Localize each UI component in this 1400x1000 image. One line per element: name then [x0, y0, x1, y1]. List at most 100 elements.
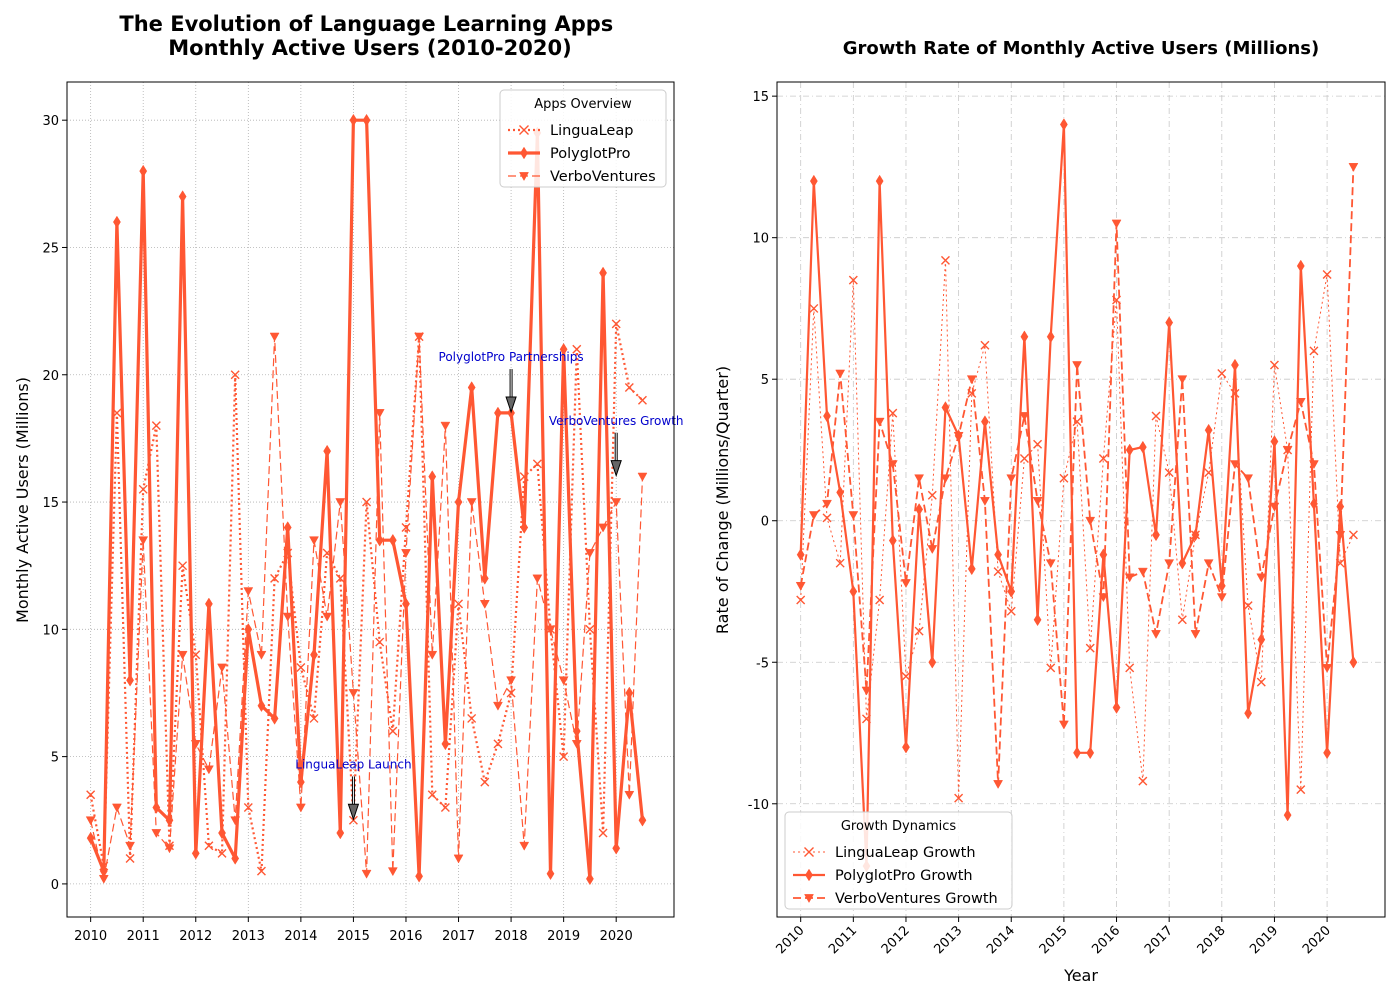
legend-label: LinguaLeap Growth — [835, 845, 976, 861]
data-point — [414, 332, 425, 342]
data-point — [927, 490, 937, 500]
data-point — [914, 626, 924, 636]
data-point — [874, 417, 885, 427]
axes-frame-users — [66, 81, 675, 918]
annotation-text: VerboVentures Growth — [549, 414, 684, 428]
data-point — [231, 852, 240, 865]
data-point — [1216, 593, 1227, 603]
data-point — [861, 686, 872, 696]
x-tick-label: 2012 — [879, 923, 913, 957]
data-point — [1243, 601, 1253, 611]
data-point — [401, 549, 411, 558]
data-point — [453, 854, 464, 864]
legend-marker — [520, 146, 528, 160]
data-point — [1230, 460, 1240, 470]
data-point — [230, 816, 241, 826]
data-point — [1138, 440, 1147, 454]
chart-title-users: The Evolution of Language Learning Apps … — [119, 12, 620, 60]
data-point — [888, 534, 897, 547]
legend-marker — [805, 868, 813, 882]
data-point — [849, 585, 858, 598]
x-tick-label: 2020 — [1300, 923, 1334, 957]
data-point — [283, 521, 292, 534]
data-point — [585, 624, 595, 634]
legend-label: LinguaLeap — [550, 123, 633, 139]
data-point — [914, 474, 925, 484]
data-point — [902, 740, 910, 754]
data-point — [388, 726, 398, 736]
data-point — [1348, 163, 1359, 172]
x-tick-label: 2014 — [984, 923, 1018, 957]
data-point — [1058, 720, 1069, 730]
chart-panel-growth: Growth Rate of Monthly Active Users (Mil… — [713, 38, 1386, 985]
data-point — [598, 523, 608, 533]
data-point — [257, 699, 266, 713]
data-point — [1072, 361, 1082, 371]
annotation: VerboVentures Growth — [549, 414, 684, 478]
data-point — [1019, 412, 1030, 422]
data-point — [270, 573, 280, 583]
x-tick-label: 2015 — [1037, 923, 1071, 957]
data-point — [1283, 808, 1292, 822]
data-point — [1165, 316, 1174, 329]
data-point — [1295, 397, 1306, 407]
data-point — [625, 686, 634, 700]
data-point — [375, 637, 385, 647]
x-tick-label: 2011 — [826, 923, 860, 957]
chart-title-growth: Growth Rate of Monthly Active Users (Mil… — [843, 38, 1319, 59]
data-point — [205, 597, 213, 611]
x-axis-growth: 2010 2011 2012 2013 2014 2015 2016 2017 2018 2019… — [774, 917, 1334, 957]
data-point — [901, 671, 911, 681]
data-point — [967, 562, 976, 576]
legend-label: VerboVentures — [550, 169, 656, 185]
data-point — [139, 164, 148, 178]
annotation-arrow-head — [347, 803, 360, 821]
data-point — [586, 872, 594, 886]
data-point — [1033, 613, 1042, 627]
data-point — [1098, 593, 1109, 603]
data-point — [1045, 559, 1056, 569]
data-point — [822, 499, 832, 509]
data-point — [282, 612, 293, 622]
x-tick-label: 2013 — [232, 929, 265, 944]
data-point — [493, 701, 503, 711]
data-point — [966, 375, 977, 385]
data-point — [164, 844, 175, 854]
data-point — [323, 444, 332, 458]
data-point — [835, 369, 846, 379]
data-point — [335, 573, 345, 583]
data-point — [1164, 559, 1175, 569]
data-point — [638, 813, 647, 827]
data-point — [519, 841, 530, 851]
data-point — [1085, 516, 1096, 526]
data-point — [1335, 531, 1346, 540]
data-point — [809, 303, 819, 313]
data-point — [637, 472, 648, 482]
annotation: LinguaLeap Launch — [295, 757, 412, 821]
data-point — [112, 803, 122, 813]
x-tick-label: 2016 — [1089, 923, 1123, 957]
y-tick-label: 25 — [42, 241, 59, 256]
legend-label: PolyglotPro — [550, 146, 631, 162]
data-point — [309, 536, 319, 546]
data-point — [520, 521, 529, 534]
data-point — [888, 408, 898, 418]
data-point — [1296, 259, 1305, 273]
data-point — [98, 874, 109, 884]
data-point — [1098, 453, 1108, 463]
annotation-arrow-head — [505, 396, 517, 414]
x-tick-label: 2015 — [337, 929, 370, 944]
x-tick-label: 2010 — [774, 923, 808, 957]
data-point — [835, 558, 845, 568]
data-point — [190, 740, 201, 749]
series-verboventures — [85, 332, 648, 884]
data-point — [1270, 435, 1279, 448]
data-point — [467, 713, 477, 723]
y-tick-label: -10 — [748, 798, 769, 813]
data-point — [1257, 633, 1266, 646]
x-tick-label: 2012 — [179, 929, 212, 944]
data-point — [480, 572, 489, 585]
data-point — [1203, 559, 1214, 569]
data-point — [796, 595, 806, 605]
